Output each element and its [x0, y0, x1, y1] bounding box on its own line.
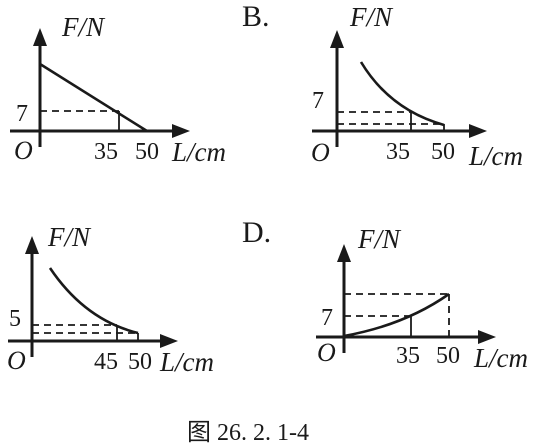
panel-d-origin-label: O [317, 338, 336, 367]
panel-c-y-arrow-icon [25, 236, 39, 254]
panel-d-y-tick-label: 7 [321, 305, 333, 331]
panel-b-x-axis-label: L/cm [468, 141, 523, 171]
panel-a-y-tick-label: 7 [16, 101, 28, 127]
panel-d: D. F/N 7 O 35 50 L/cm [242, 216, 528, 373]
panel-d-x-tick-label-35: 35 [396, 343, 420, 369]
panel-c-y-tick-label: 5 [9, 306, 21, 332]
panel-a-x-tick-label-50: 50 [135, 139, 159, 165]
panel-c-y-axis-label: F/N [47, 222, 92, 252]
panel-a: F/N 7 O 35 50 L/cm [10, 12, 226, 167]
panel-b-option-letter: B. [242, 0, 270, 33]
panel-d-x-axis-label: L/cm [473, 343, 528, 373]
panel-a-y-arrow-icon [33, 28, 47, 46]
panel-d-option-letter: D. [242, 216, 271, 249]
panel-b-x-tick-label-35: 35 [386, 139, 410, 165]
panel-c-x-tick-label-45: 45 [94, 349, 118, 375]
panel-a-x-arrow-icon [172, 124, 190, 138]
panel-a-origin-label: O [14, 136, 33, 165]
panel-b-x-arrow-icon [469, 124, 487, 138]
panel-d-graph-curve [343, 292, 450, 338]
panel-d-y-axis-label: F/N [357, 224, 402, 254]
panel-d-x-tick-label-50: 50 [436, 343, 460, 369]
panel-b-x-tick-label-50: 50 [431, 139, 455, 165]
panel-b-origin-label: O [311, 138, 330, 167]
panel-c-origin-label: O [7, 346, 26, 375]
panel-c-x-arrow-icon [160, 334, 178, 348]
panel-b-y-axis-label: F/N [349, 2, 394, 32]
panel-c-graph-curve [48, 267, 139, 335]
panel-b-graph-curve [359, 61, 445, 127]
figure-caption: 图 26. 2. 1-4 [187, 420, 309, 446]
panel-a-x-axis-label: L/cm [171, 137, 226, 167]
panel-c: F/N 5 O 45 50 L/cm [7, 222, 214, 377]
panel-c-x-tick-label-50: 50 [128, 349, 152, 375]
panel-d-y-arrow-icon [337, 244, 351, 262]
panel-c-x-axis-label: L/cm [159, 347, 214, 377]
panel-a-x-tick-label-35: 35 [94, 139, 118, 165]
panel-b-y-arrow-icon [330, 30, 344, 48]
panel-a-y-axis-label: F/N [61, 12, 106, 42]
panel-b: B. F/N 7 O 35 50 L/cm [242, 0, 523, 171]
panel-a-graph-line [39, 62, 148, 133]
panel-d-x-arrow-icon [478, 330, 496, 344]
panel-b-y-tick-label: 7 [312, 88, 324, 114]
